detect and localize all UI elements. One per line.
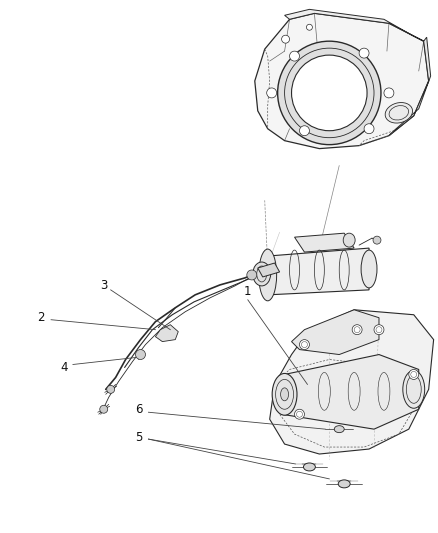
Polygon shape [285,10,424,41]
Circle shape [364,124,374,134]
Circle shape [373,236,381,244]
Circle shape [135,350,145,360]
Circle shape [247,270,257,280]
Ellipse shape [343,233,355,247]
Circle shape [352,325,362,335]
Circle shape [282,35,290,43]
Circle shape [267,88,277,98]
Polygon shape [270,310,434,454]
Ellipse shape [253,262,271,286]
Text: 5: 5 [135,431,142,443]
Circle shape [384,88,394,98]
Ellipse shape [338,480,350,488]
Polygon shape [292,310,379,354]
Circle shape [107,385,115,393]
Ellipse shape [281,388,289,401]
Polygon shape [268,248,369,295]
Circle shape [307,25,312,30]
Circle shape [294,409,304,419]
Circle shape [374,325,384,335]
Text: 3: 3 [100,279,107,293]
Text: 4: 4 [60,361,68,374]
Ellipse shape [403,370,425,408]
Circle shape [278,41,381,144]
Ellipse shape [334,426,344,433]
Polygon shape [389,37,431,136]
Ellipse shape [304,463,315,471]
Polygon shape [294,233,354,252]
Ellipse shape [361,250,377,288]
Ellipse shape [385,102,413,123]
Text: 1: 1 [244,285,251,298]
Ellipse shape [259,249,277,301]
Circle shape [300,340,309,350]
Polygon shape [255,13,429,149]
Polygon shape [282,354,419,429]
Ellipse shape [272,374,297,415]
Polygon shape [155,325,178,342]
Circle shape [409,369,419,379]
Circle shape [300,126,309,136]
Circle shape [292,55,367,131]
Text: 2: 2 [37,311,45,324]
Circle shape [359,48,369,58]
Circle shape [100,405,108,413]
Polygon shape [258,263,279,277]
Text: 6: 6 [135,403,142,416]
Circle shape [290,51,300,61]
